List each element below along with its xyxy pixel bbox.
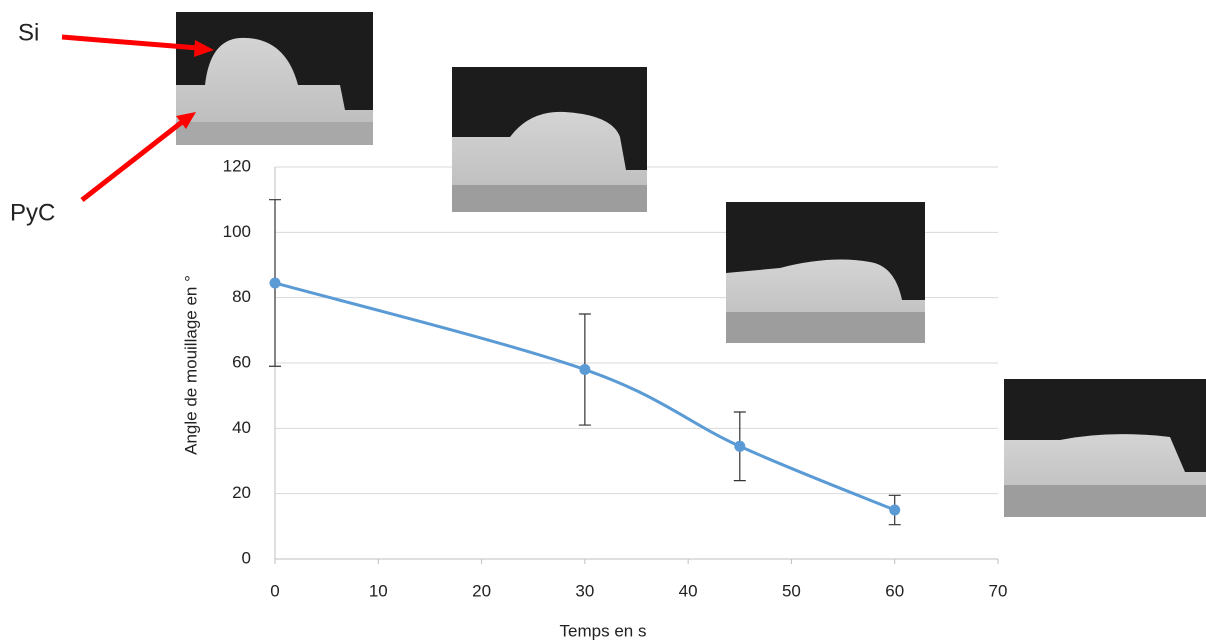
y-tick-label: 40 bbox=[232, 418, 251, 437]
sem-image bbox=[176, 12, 373, 145]
y-tick-label: 20 bbox=[232, 483, 251, 502]
sem-image bbox=[1004, 379, 1206, 517]
y-axis-label: Angle de mouillage en ° bbox=[181, 275, 200, 455]
annotation: PyC bbox=[10, 199, 55, 226]
sem-image bbox=[726, 202, 925, 343]
data-point bbox=[579, 364, 591, 376]
x-tick-label: 60 bbox=[885, 581, 904, 600]
data-point bbox=[269, 277, 281, 289]
y-tick-label: 100 bbox=[223, 222, 251, 241]
x-tick-label: 70 bbox=[989, 581, 1008, 600]
x-axis-label: Temps en s bbox=[560, 621, 647, 640]
x-tick-label: 30 bbox=[575, 581, 594, 600]
y-tick-label: 0 bbox=[242, 548, 251, 567]
x-tick-label: 20 bbox=[472, 581, 491, 600]
data-point bbox=[734, 440, 746, 452]
data-point bbox=[889, 504, 901, 516]
x-tick-label: 40 bbox=[679, 581, 698, 600]
annotation: Si bbox=[18, 19, 39, 46]
data-line bbox=[274, 281, 896, 512]
y-tick-label: 60 bbox=[232, 352, 251, 371]
x-tick-label: 10 bbox=[369, 581, 388, 600]
y-tick-label: 80 bbox=[232, 287, 251, 306]
y-tick-label: 120 bbox=[223, 156, 251, 175]
sem-image bbox=[452, 67, 647, 212]
x-tick-label: 50 bbox=[782, 581, 801, 600]
x-tick-label: 0 bbox=[270, 581, 279, 600]
arrow bbox=[61, 34, 214, 202]
